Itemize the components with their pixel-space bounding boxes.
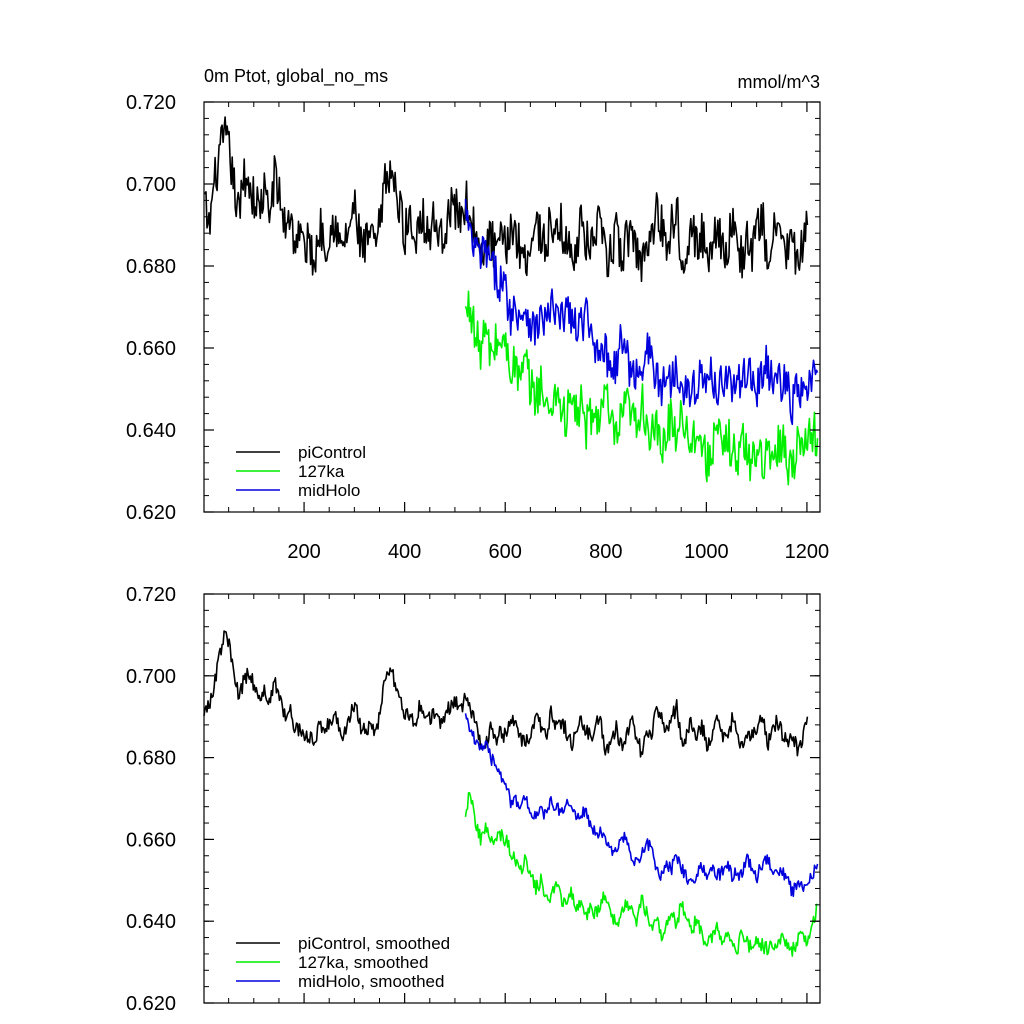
- y-tick-label: 0.680: [126, 748, 176, 770]
- top-axes: 0.620 0.640 0.660 0.680 0.700 0.720 200 400 600 8…: [126, 92, 829, 563]
- y-tick-label: 0.660: [126, 338, 176, 360]
- legend-label: midHolo, smoothed: [298, 972, 444, 991]
- legend-label: piControl: [298, 443, 366, 462]
- y-tick-label: 0.640: [126, 420, 176, 442]
- top-series-layer: [203, 116, 819, 486]
- y-tick-label: 0.720: [126, 92, 176, 114]
- y-tick-label: 0.620: [126, 502, 176, 524]
- panel-title: 0m Ptot, global_no_ms: [204, 66, 388, 87]
- legend-label: midHolo: [298, 481, 360, 500]
- series-line-midholo: [464, 713, 819, 898]
- x-tick-label: 800: [589, 541, 622, 563]
- y-tick-label: 0.700: [126, 666, 176, 688]
- bottom-panel: 0.620 0.640 0.660 0.680 0.700 0.720 piControl…: [126, 584, 821, 1015]
- y-tick-label: 0.620: [126, 993, 176, 1015]
- series-line-midholo: [464, 198, 819, 426]
- y-tick-label: 0.640: [126, 911, 176, 933]
- y-tick-label: 0.660: [126, 829, 176, 851]
- x-tick-label: 200: [287, 541, 320, 563]
- top-panel: 0m Ptot, global_no_ms mmol/m^3 0.620 0.64…: [126, 66, 829, 563]
- series-line-picontrol: [203, 630, 809, 758]
- x-tick-label: 400: [388, 541, 421, 563]
- bottom-series-layer: [203, 630, 819, 957]
- y-tick-label: 0.700: [126, 174, 176, 196]
- legend-label: piControl, smoothed: [298, 934, 450, 953]
- legend-label: 127ka: [298, 462, 345, 481]
- legend-label: 127ka, smoothed: [298, 953, 428, 972]
- bottom-axes: 0.620 0.640 0.660 0.680 0.700 0.720: [126, 584, 820, 1015]
- y-tick-label: 0.720: [126, 584, 176, 606]
- bottom-plot-frame: [203, 593, 821, 1004]
- top-plot-frame: [203, 101, 821, 513]
- x-tick-label: 1000: [684, 541, 729, 563]
- x-tick-label: 600: [489, 541, 522, 563]
- series-line-127ka: [464, 792, 818, 957]
- series-line-picontrol: [203, 116, 809, 283]
- x-tick-label: 1200: [785, 541, 830, 563]
- series-line-127ka: [464, 290, 819, 486]
- unit-label: mmol/m^3: [738, 72, 820, 92]
- y-tick-label: 0.680: [126, 256, 176, 278]
